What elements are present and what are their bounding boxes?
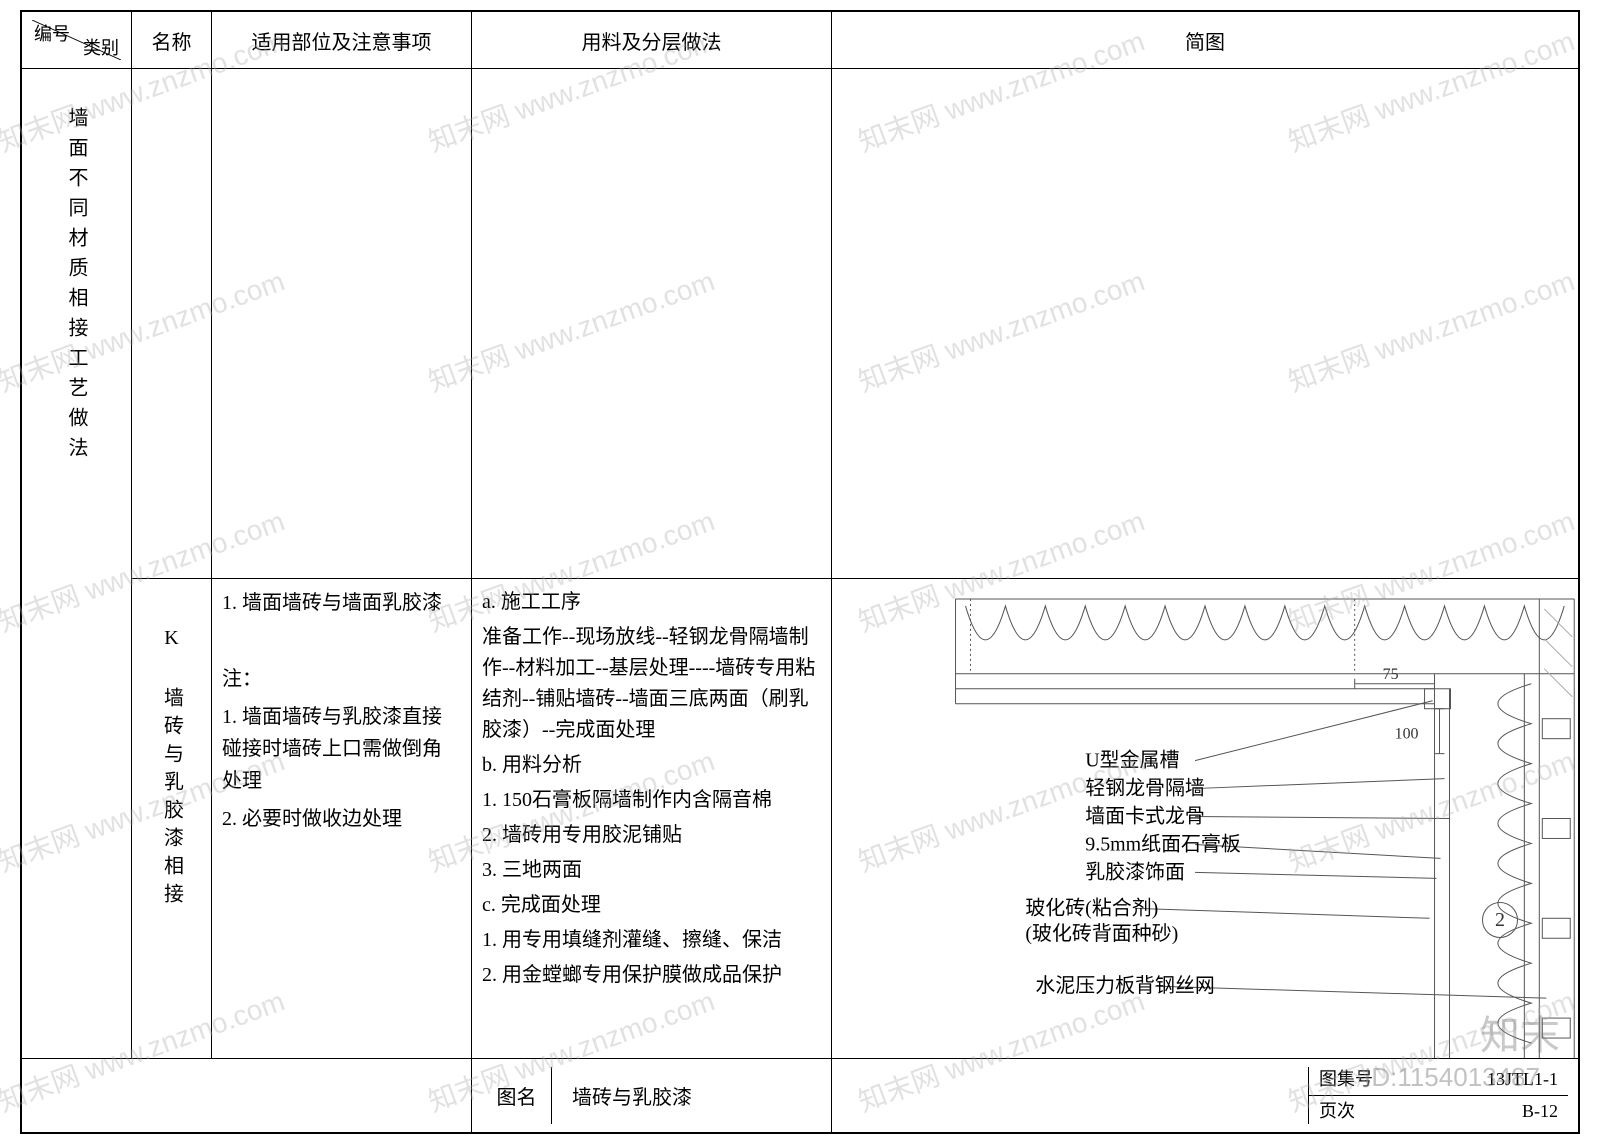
yeci-value: B-12 bbox=[1522, 1099, 1558, 1124]
diag-label-1: U型金属槽 bbox=[1085, 749, 1179, 772]
apply-note-label: 注： bbox=[222, 663, 461, 695]
page-frame: 编号 类别 名称 适用部位及注意事项 用料及分层做法 简图 墙面不同材质相接工艺… bbox=[20, 10, 1580, 1134]
dim-75: 75 bbox=[1383, 666, 1399, 683]
tuming-label-text: 图名 bbox=[482, 1067, 552, 1124]
cell-name: K 墙砖与乳胶漆相接 bbox=[132, 579, 212, 1059]
header-row: 编号 类别 名称 适用部位及注意事项 用料及分层做法 简图 bbox=[22, 12, 1579, 69]
header-num-cat: 编号 类别 bbox=[22, 12, 132, 69]
cell-apply: 1. 墙面墙砖与墙面乳胶漆 注： 1. 墙面墙砖与乳胶漆直接碰接时墙砖上口需做倒… bbox=[212, 579, 472, 1059]
footer-right: 图集号 13JTL1-1 页次 B-12 bbox=[832, 1059, 1579, 1133]
tuming-value-text: 墙砖与乳胶漆 bbox=[552, 1067, 821, 1124]
mat-c1: 1. 用专用填缝剂灌缝、擦缝、保洁 bbox=[482, 925, 821, 956]
mat-b1: 1. 150石膏板隔墙制作内含隔音棉 bbox=[482, 785, 821, 816]
mat-b: b. 用料分析 bbox=[482, 750, 821, 781]
yeci-label: 页次 bbox=[1319, 1099, 1355, 1124]
tujihao-label: 图集号 bbox=[1319, 1067, 1373, 1092]
apply-p1: 1. 墙面墙砖与墙面乳胶漆 bbox=[222, 587, 461, 619]
numcat-text: 墙面不同材质相接工艺做法 bbox=[62, 77, 91, 467]
mat-a1: 准备工作--现场放线--轻钢龙骨隔墙制作--材料加工--基层处理----墙砖专用… bbox=[482, 622, 821, 746]
header-diagram: 简图 bbox=[832, 12, 1579, 69]
diagram-circle-num: 2 bbox=[1482, 902, 1518, 938]
cell-material: a. 施工工序 准备工作--现场放线--轻钢龙骨隔墙制作--材料加工--基层处理… bbox=[472, 579, 832, 1059]
footer-row: 图名 墙砖与乳胶漆 图集号 13JTL1-1 页次 bbox=[22, 1059, 1579, 1133]
mat-c: c. 完成面处理 bbox=[482, 890, 821, 921]
main-table: 编号 类别 名称 适用部位及注意事项 用料及分层做法 简图 墙面不同材质相接工艺… bbox=[21, 11, 1579, 1133]
diag-label-4: 9.5mm纸面石膏板 bbox=[1085, 832, 1241, 855]
tujihao-value: 13JTL1-1 bbox=[1487, 1067, 1558, 1092]
header-name: 名称 bbox=[132, 12, 212, 69]
footer-tuming-label: 图名 墙砖与乳胶漆 bbox=[472, 1059, 832, 1133]
cell-diagram: 75 100 U型金属槽 轻钢龙骨隔墙 墙面卡式龙骨 bbox=[832, 579, 1579, 1059]
diag-label-3: 墙面卡式龙骨 bbox=[1085, 804, 1205, 827]
diag-label-7: (玻化砖背面种砂) bbox=[1025, 922, 1178, 945]
name-text: K 墙砖与乳胶漆相接 bbox=[157, 587, 187, 911]
blank-row: 墙面不同材质相接工艺做法 bbox=[22, 69, 1579, 579]
header-apply: 适用部位及注意事项 bbox=[212, 12, 472, 69]
mat-b2: 2. 墙砖用专用胶泥铺贴 bbox=[482, 820, 821, 851]
mat-c2: 2. 用金螳螂专用保护膜做成品保护 bbox=[482, 960, 821, 991]
apply-p2: 1. 墙面墙砖与乳胶漆直接碰接时墙砖上口需做倒角处理 bbox=[222, 701, 461, 797]
header-cat: 类别 bbox=[83, 34, 119, 60]
footer-blank bbox=[22, 1059, 472, 1133]
mat-b3: 3. 三地两面 bbox=[482, 855, 821, 886]
mat-a: a. 施工工序 bbox=[482, 587, 821, 618]
header-num: 编号 bbox=[34, 20, 70, 46]
diag-label-5: 乳胶漆饰面 bbox=[1085, 860, 1185, 883]
dim-100: 100 bbox=[1395, 726, 1419, 743]
content-row: K 墙砖与乳胶漆相接 1. 墙面墙砖与墙面乳胶漆 注： 1. 墙面墙砖与乳胶漆直… bbox=[22, 579, 1579, 1059]
diag-label-8: 水泥压力板背钢丝网 bbox=[1035, 974, 1214, 997]
apply-p3: 2. 必要时做收边处理 bbox=[222, 803, 461, 835]
diag-label-2: 轻钢龙骨隔墙 bbox=[1085, 777, 1205, 800]
header-material: 用料及分层做法 bbox=[472, 12, 832, 69]
cell-numcat: 墙面不同材质相接工艺做法 bbox=[22, 69, 132, 1059]
construction-diagram-svg: 75 100 U型金属槽 轻钢龙骨隔墙 墙面卡式龙骨 bbox=[832, 579, 1578, 1058]
diag-label-6: 玻化砖(粘合剂) bbox=[1025, 896, 1158, 919]
